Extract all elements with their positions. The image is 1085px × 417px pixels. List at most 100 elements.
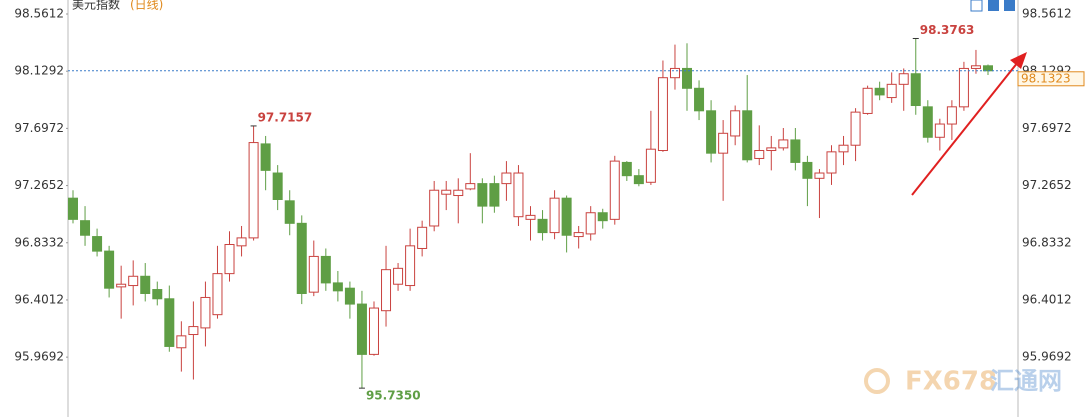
- annotation-label: 97.7157: [258, 110, 313, 124]
- candle-body: [296, 222, 307, 294]
- y-tick-label: 98.1292: [14, 64, 64, 78]
- candle-body: [332, 282, 343, 292]
- chart-subtitle: (日线): [130, 0, 163, 12]
- candle-body: [922, 106, 933, 138]
- y-tick-label: 96.8332: [14, 235, 64, 249]
- candle-body: [80, 220, 91, 236]
- watermark-brand: FX678: [905, 367, 997, 397]
- candle-body: [742, 110, 753, 161]
- candle-body: [766, 147, 777, 152]
- candle-body: [561, 197, 572, 236]
- candle-body: [368, 307, 379, 355]
- candle-body: [200, 296, 211, 329]
- candle-body: [224, 244, 235, 275]
- candle-body: [621, 161, 632, 177]
- candle-body: [946, 106, 957, 125]
- watermark-name: 汇通网: [990, 367, 1062, 395]
- candle-body: [549, 197, 560, 234]
- candle-body: [898, 73, 909, 85]
- trend-arrow: [911, 52, 1027, 196]
- y-tick-label: 97.6972: [14, 121, 64, 135]
- candle-body: [128, 275, 139, 287]
- candle-body: [116, 283, 127, 288]
- y2-tick-label: 97.2652: [1022, 178, 1072, 192]
- candle-body: [429, 189, 440, 227]
- candle-body: [465, 183, 476, 190]
- candle-body: [356, 303, 367, 355]
- candle-body: [441, 189, 452, 195]
- candle-body: [814, 172, 825, 179]
- y2-tick-label: 96.8332: [1022, 235, 1072, 249]
- candle-body: [850, 111, 861, 146]
- y-tick-label: 95.9692: [14, 350, 64, 364]
- candle-body: [802, 161, 813, 179]
- candle-body: [381, 269, 392, 312]
- candle-body: [344, 287, 355, 305]
- candle-body: [597, 212, 608, 222]
- tool-icon[interactable]: [1004, 0, 1015, 11]
- candle-body: [104, 250, 115, 289]
- y2-tick-label: 96.4012: [1022, 292, 1072, 306]
- candle-body: [718, 132, 729, 154]
- candle-body: [284, 200, 295, 224]
- candle-body: [477, 183, 488, 207]
- candle-body: [609, 160, 620, 220]
- candle-body: [778, 139, 789, 149]
- candle-body: [633, 175, 644, 185]
- toolbar[interactable]: [970, 0, 1015, 12]
- candle-body: [453, 189, 464, 197]
- candle-body: [645, 148, 656, 183]
- candle-body: [164, 298, 175, 347]
- watermark: FX678 汇通网: [864, 367, 1062, 397]
- candle-body: [537, 218, 548, 234]
- candle-body: [669, 67, 680, 79]
- candle-body: [272, 172, 283, 200]
- candle-body: [152, 289, 163, 300]
- last-price-box: [1017, 71, 1085, 87]
- tool-icon[interactable]: [970, 0, 983, 12]
- candle-body: [513, 172, 524, 218]
- candle-body: [910, 73, 921, 107]
- candle-body: [657, 77, 668, 152]
- candle-body: [706, 110, 717, 154]
- watermark-logo: [864, 368, 890, 394]
- candle-body: [730, 110, 741, 137]
- candle-body: [92, 236, 103, 252]
- candle-body: [862, 87, 873, 114]
- candle-body: [188, 326, 199, 336]
- candle-body: [489, 183, 500, 207]
- candle-body: [212, 273, 223, 316]
- arrow-line: [911, 61, 1019, 196]
- candle-body: [236, 237, 247, 247]
- y-tick-label: 98.5612: [14, 7, 64, 21]
- y-tick-label: 96.4012: [14, 292, 64, 306]
- candle-body: [585, 212, 596, 235]
- candle-body: [983, 65, 993, 72]
- candle-body: [874, 87, 885, 96]
- tool-icon[interactable]: [988, 0, 999, 11]
- candle-body: [405, 245, 416, 287]
- last-price-label: 98.1323: [1021, 71, 1071, 85]
- candle-body: [838, 144, 849, 153]
- annotation-label: 98.3763: [920, 23, 975, 37]
- candle-body: [573, 232, 584, 238]
- candle-body: [176, 335, 187, 349]
- y2-tick-label: 98.5612: [1022, 7, 1072, 21]
- candle-body: [790, 139, 801, 163]
- y2-tick-label: 95.9692: [1022, 350, 1072, 364]
- candle-body: [694, 87, 705, 112]
- candle-body: [248, 142, 259, 239]
- candle-body: [308, 255, 319, 293]
- candle-body: [886, 83, 897, 99]
- arrow-head: [1010, 52, 1027, 69]
- candle-body: [68, 197, 78, 220]
- y-tick-label: 97.2652: [14, 178, 64, 192]
- y2-tick-label: 97.6972: [1022, 121, 1072, 135]
- candle-body: [393, 267, 404, 285]
- annotation-label: 95.7350: [366, 389, 421, 403]
- candle-body: [754, 150, 765, 159]
- candle-body: [260, 143, 271, 171]
- candle-body: [934, 123, 945, 138]
- candle-body: [826, 151, 837, 174]
